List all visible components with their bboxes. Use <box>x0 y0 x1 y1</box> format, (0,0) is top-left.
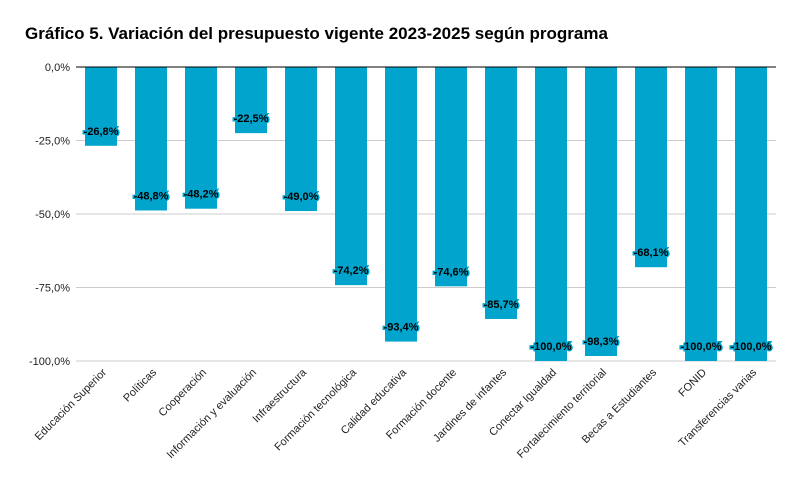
data-label: -100,0% <box>681 341 722 353</box>
bar <box>535 67 567 361</box>
bar <box>435 67 467 287</box>
y-tick-label: -100,0% <box>29 356 70 368</box>
x-tick-label: Educación Superior <box>33 366 110 443</box>
bar <box>735 67 767 361</box>
chart-title: Gráfico 5. Variación del presupuesto vig… <box>25 24 608 43</box>
data-label: -74,6% <box>434 266 469 278</box>
bar <box>585 67 617 357</box>
bar <box>335 67 367 286</box>
y-tick-label: -25,0% <box>35 136 70 148</box>
data-label: -22,5% <box>234 113 269 125</box>
x-tick-label: Cooperación <box>157 367 210 420</box>
bar <box>385 67 417 342</box>
y-tick-label: 0,0% <box>45 62 70 74</box>
x-tick-label: Formación tecnológica <box>272 366 359 453</box>
bar <box>285 67 317 212</box>
y-tick-label: -50,0% <box>35 209 70 221</box>
bar <box>235 67 267 134</box>
data-label: -48,8% <box>134 190 169 202</box>
x-tick-label: FONID <box>676 367 709 400</box>
data-label: -85,7% <box>484 299 519 311</box>
bar <box>635 67 667 268</box>
bar <box>485 67 517 319</box>
data-label: -49,0% <box>284 191 319 203</box>
data-label: -68,1% <box>634 247 669 259</box>
data-label: -26,8% <box>84 126 119 138</box>
x-tick-label: Información y evaluación <box>165 367 260 462</box>
data-label: -48,2% <box>184 189 219 201</box>
bar <box>185 67 217 209</box>
bar <box>685 67 717 361</box>
bar <box>85 67 117 146</box>
bar <box>135 67 167 211</box>
x-tick-label: Políticas <box>121 366 159 404</box>
data-label: -100,0% <box>731 341 772 353</box>
data-label: -74,2% <box>334 265 369 277</box>
y-tick-label: -75,0% <box>35 283 70 295</box>
data-label: -100,0% <box>531 341 572 353</box>
x-tick-label: Fortalecimiento territorial <box>515 367 609 461</box>
data-label: -93,4% <box>384 322 419 334</box>
data-label: -98,3% <box>584 336 619 348</box>
